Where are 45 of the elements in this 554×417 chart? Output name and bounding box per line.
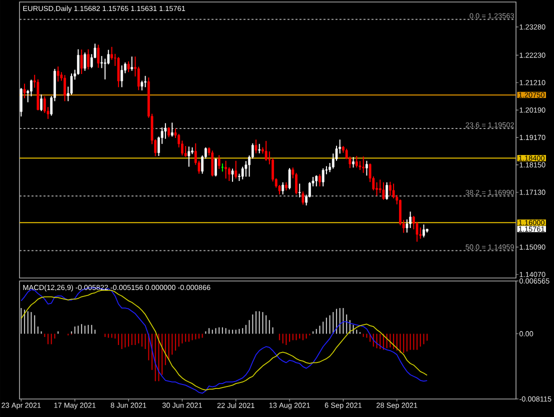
candlestick [315,174,318,187]
candlestick [355,155,358,168]
candlestick [298,183,301,198]
candlestick [386,182,388,200]
candlestick [288,168,291,190]
candlestick [144,75,147,88]
candlestick [352,156,354,168]
candlestick [302,190,304,206]
candlestick [234,160,238,180]
candlestick [20,87,22,117]
candlestick [64,74,66,102]
candlestick [40,94,43,112]
candlestick [127,60,130,73]
candlestick [56,66,60,82]
candlestick [168,126,170,138]
candlestick [282,182,284,195]
candlestick [264,140,268,162]
candlestick [409,211,412,228]
candlestick [80,49,83,75]
candlestick [362,156,365,174]
candlestick [120,64,124,88]
candlestick [382,182,385,200]
candlestick [140,80,144,91]
candlestick [117,56,120,88]
candlestick [188,146,190,168]
candlestick [389,181,392,196]
candlestick [366,160,368,176]
candlestick [87,48,90,70]
candlestick [322,168,324,187]
candlestick [77,48,80,76]
candlestick [97,44,100,68]
candlestick [254,139,258,154]
candlestick [422,224,425,238]
candlestick [170,122,174,138]
candlestick [318,174,321,187]
candlestick [224,160,228,180]
candlestick [258,143,261,154]
candlestick [130,56,134,72]
candlestick [214,158,217,177]
candlestick [218,154,220,170]
candlestick [84,52,86,72]
candlestick [23,83,26,99]
candlestick [231,168,234,182]
candlestick [211,150,214,177]
candlestick [137,66,140,91]
